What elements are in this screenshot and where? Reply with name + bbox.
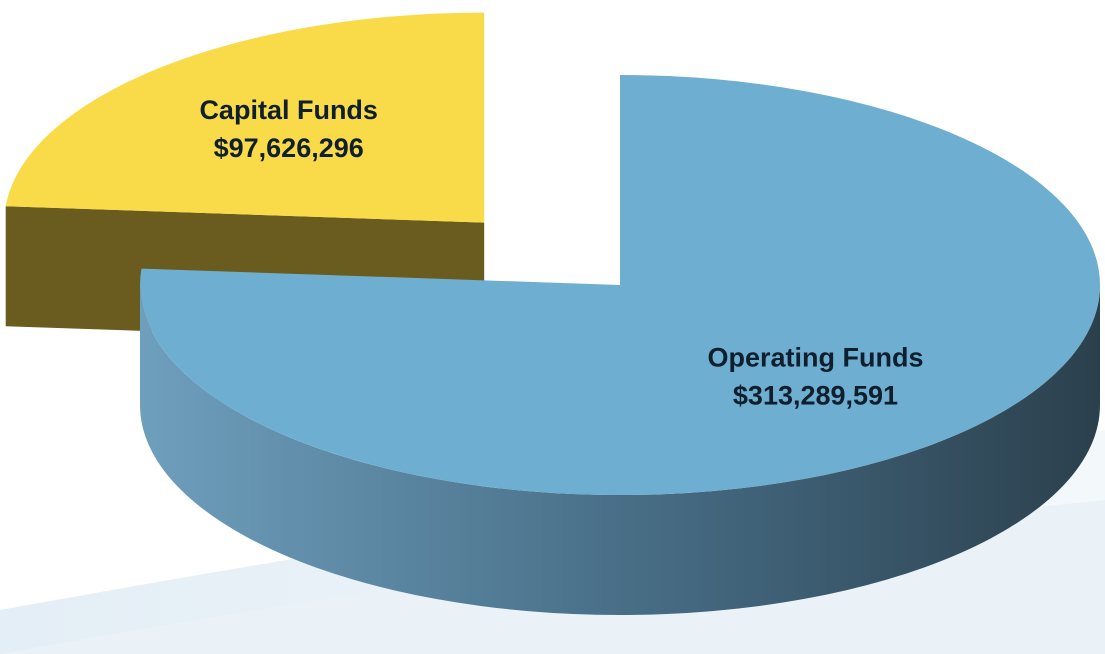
slice-side — [140, 285, 1100, 615]
slice-label: Capital Funds — [199, 95, 378, 125]
slice — [140, 75, 1101, 495]
labels: Capital Funds $97,626,296 Operating Funds $… — [199, 95, 923, 410]
slice-label: Operating Funds — [708, 343, 924, 373]
slice — [5, 12, 485, 223]
slice-value-label: $97,626,296 — [214, 133, 364, 163]
slice-value-label: $313,289,591 — [733, 381, 898, 411]
pie — [5, 12, 1101, 615]
